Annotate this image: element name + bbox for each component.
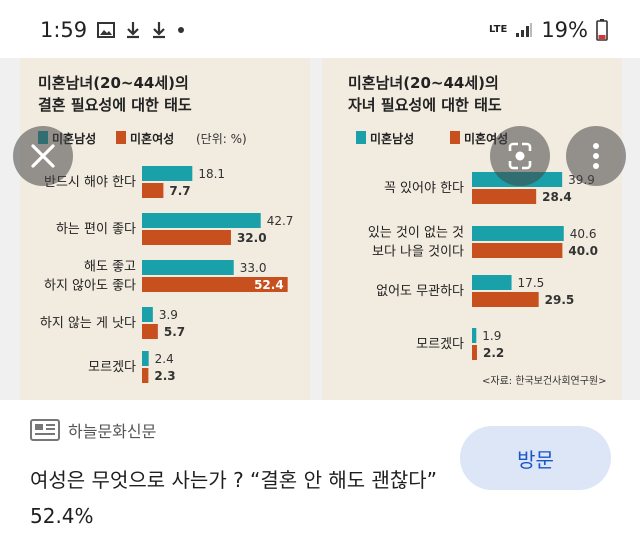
category-label: 하지 않아도 좋다 [44, 279, 136, 294]
bar-male [142, 213, 261, 228]
lens-icon [508, 142, 532, 170]
legend-female-label: 미혼여성 [130, 131, 174, 146]
bar-female [142, 230, 231, 245]
article-headline[interactable]: 여성은 무엇으로 사는가 ? “결혼 안 해도 괜찮다” 52.4% [30, 468, 438, 528]
bar-male [472, 275, 512, 290]
bar-male [472, 328, 477, 343]
category-label: 모르겠다 [416, 337, 464, 352]
bar-female [472, 189, 537, 204]
category-label: 반드시 해야 한다 [44, 175, 136, 190]
category-label: 꼭 있어야 한다 [384, 181, 464, 196]
image-icon [97, 22, 115, 38]
value-label: 2.2 [483, 346, 504, 360]
bar-female [142, 183, 164, 198]
category-label: 하지 않는 게 낫다 [40, 316, 136, 331]
bar-male [142, 351, 149, 366]
children-attitude-chart: 미혼남녀(20~44세)의 자녀 필요성에 대한 태도 미혼남성 미혼여성 <자… [348, 74, 607, 387]
legend-female-swatch [116, 131, 126, 144]
status-time: 1:59 [40, 18, 88, 42]
chart-unit: (단위: %) [196, 132, 247, 146]
lte-label: LTE [488, 24, 508, 35]
bar-female [142, 324, 158, 339]
value-label: 1.9 [482, 329, 501, 343]
legend-male-label: 미혼남성 [370, 131, 414, 146]
chart-title-line2: 자녀 필요성에 대한 태도 [348, 96, 502, 114]
signal-icon [516, 23, 533, 37]
value-label: 40.0 [568, 244, 598, 258]
bar-male [142, 260, 234, 275]
value-label: 18.1 [198, 167, 225, 181]
download-icon [153, 22, 165, 39]
chart-title-line2: 결혼 필요성에 대한 태도 [38, 96, 192, 114]
legend-female-swatch [450, 131, 460, 144]
source-name: 하늘문화신문 [68, 422, 157, 441]
bar-male [472, 226, 564, 241]
image-viewer: 미혼남녀(20~44세)의 결혼 필요성에 대한 태도 미혼남성 미혼여성 (단… [0, 58, 640, 400]
category-label: 보다 나을 것이다 [372, 245, 464, 260]
legend-male-swatch [356, 131, 366, 144]
chart-title-line1: 미혼남녀(20~44세)의 [38, 74, 189, 92]
bar-female [472, 345, 477, 360]
visit-button[interactable]: 방문 [460, 426, 611, 490]
bar-female [142, 277, 288, 292]
dot-icon [178, 27, 184, 33]
source-row[interactable]: 하늘문화신문 [30, 418, 156, 442]
close-icon [31, 144, 55, 168]
value-label: 33.0 [240, 261, 267, 275]
value-label: 5.7 [164, 325, 185, 339]
bar-female [142, 368, 149, 383]
value-label: 42.7 [267, 214, 294, 228]
chart-source: <자료: 한국보건사회연구원> [482, 375, 607, 387]
value-label: 28.4 [542, 190, 572, 204]
marriage-chart-image: 미혼남녀(20~44세)의 결혼 필요성에 대한 태도 미혼남성 미혼여성 (단… [20, 58, 310, 400]
category-label: 해도 좋고 [84, 260, 136, 275]
bar-male [142, 166, 193, 181]
value-label: 2.3 [154, 369, 175, 383]
children-chart-image: 미혼남녀(20~44세)의 자녀 필요성에 대한 태도 미혼남성 미혼여성 <자… [322, 58, 622, 400]
value-label: 3.9 [159, 308, 178, 322]
category-label: 없어도 무관하다 [376, 284, 464, 299]
lens-search-button[interactable] [490, 126, 550, 186]
value-label: 7.7 [169, 184, 190, 198]
bar-female [472, 292, 539, 307]
marriage-attitude-chart: 미혼남녀(20~44세)의 결혼 필요성에 대한 태도 미혼남성 미혼여성 (단… [38, 74, 294, 383]
status-right: LTE 19% [489, 18, 608, 42]
category-label: 모르겠다 [88, 360, 136, 375]
close-button[interactable] [13, 126, 73, 186]
category-label: 하는 편이 좋다 [56, 222, 136, 237]
more-vert-icon [593, 143, 599, 169]
value-label: 32.0 [237, 231, 267, 245]
download-icon [127, 22, 139, 39]
more-options-button[interactable] [566, 126, 626, 186]
chart-title-line1: 미혼남녀(20~44세)의 [348, 74, 499, 92]
category-label: 있는 것이 없는 것 [368, 226, 464, 241]
value-label: 29.5 [545, 293, 575, 307]
status-bar: 1:59 LTE 19% [0, 0, 640, 58]
value-label: 40.6 [570, 227, 597, 241]
value-label: 2.4 [155, 352, 174, 366]
value-label: 17.5 [518, 276, 545, 290]
battery-percent: 19% [541, 18, 588, 42]
value-label: 52.4 [254, 278, 284, 292]
news-icon [30, 419, 60, 441]
bar-male [142, 307, 153, 322]
bar-female [472, 243, 563, 258]
battery-icon [596, 19, 608, 41]
status-notification-icons [97, 21, 185, 39]
